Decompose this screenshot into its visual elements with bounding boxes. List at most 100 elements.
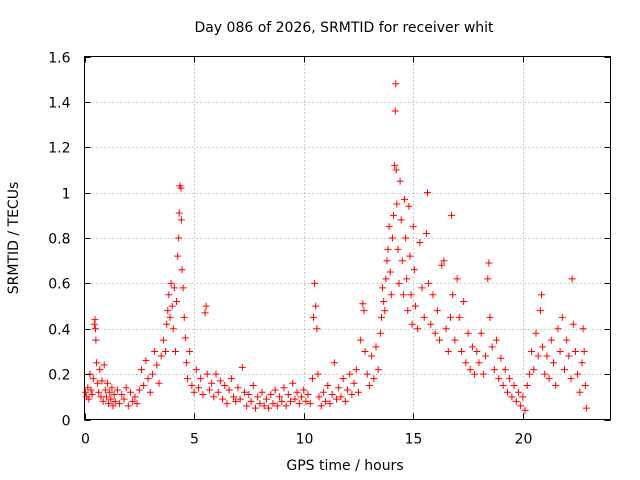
data-point [184,375,192,383]
data-point [273,402,281,410]
data-point [95,388,103,396]
data-point [534,352,542,360]
data-point [574,370,582,378]
data-point [234,384,242,392]
data-point [523,381,531,389]
data-point [473,347,481,355]
data-point [111,397,119,405]
data-point [293,388,301,396]
data-point [243,402,251,410]
data-point [333,395,341,403]
data-point [471,370,479,378]
x-tick-label: 20 [515,432,533,448]
data-point [479,370,487,378]
data-point [106,388,114,396]
data-point [554,325,562,333]
data-point [400,195,408,203]
y-tick-label: 1.6 [48,51,70,67]
data-point [517,402,525,410]
data-point [208,379,216,387]
data-points [82,80,590,414]
data-point [420,313,428,321]
data-point [425,279,433,287]
data-point [392,166,400,174]
data-point [382,275,390,283]
data-point [291,395,299,403]
data-point [497,354,505,362]
data-point [180,313,188,321]
data-point [238,363,246,371]
data-point [182,359,190,367]
data-point [578,359,586,367]
data-point [451,336,459,344]
data-point [240,388,248,396]
data-point [442,325,450,333]
data-point [116,400,124,408]
data-point [104,379,112,387]
data-point [101,386,109,394]
data-point [260,402,268,410]
data-point [468,343,476,351]
data-point [568,275,576,283]
grid-lines [84,56,611,420]
data-point [556,347,564,355]
data-point [337,393,345,401]
data-point [503,388,511,396]
data-point [508,393,516,401]
data-point [256,400,264,408]
data-point [537,291,545,299]
data-point [165,291,173,299]
data-point [124,402,132,410]
data-point [427,320,435,328]
data-point [82,388,90,396]
data-point [146,388,154,396]
data-point [216,377,224,385]
data-point [280,384,288,392]
data-point [407,291,415,299]
data-point [414,325,422,333]
data-point [408,320,416,328]
data-point [317,402,325,410]
data-point [339,375,347,383]
data-point [528,347,536,355]
data-point [579,325,587,333]
y-tick-label: 0.2 [48,368,70,384]
data-point [89,375,97,383]
data-point [319,388,327,396]
data-point [466,366,474,374]
data-point [85,395,93,403]
data-point [137,366,145,374]
data-point [313,325,321,333]
x-tick-label: 10 [296,432,314,448]
data-point [219,395,227,403]
data-point [300,386,308,394]
data-point [164,307,172,315]
data-point [335,384,343,392]
data-point [571,347,579,355]
data-point [94,379,102,387]
data-point [232,397,240,405]
data-point [254,393,262,401]
data-point [201,309,209,317]
data-point [110,391,118,399]
data-point [374,366,382,374]
data-point [448,211,456,219]
data-point [357,336,365,344]
data-point [519,393,527,401]
data-point [328,391,336,399]
data-point [140,381,148,389]
data-point [282,402,290,410]
data-point [541,370,549,378]
data-point [406,252,414,260]
data-point [175,209,183,217]
data-point [393,200,401,208]
data-point [105,400,113,408]
data-point [109,402,117,410]
data-point [199,391,207,399]
x-axis-label: GPS time / hours [286,458,403,474]
data-point [569,320,577,328]
data-point [170,284,178,292]
y-tick-label: 1 [62,187,71,203]
data-point [501,366,509,374]
data-point [352,366,360,374]
